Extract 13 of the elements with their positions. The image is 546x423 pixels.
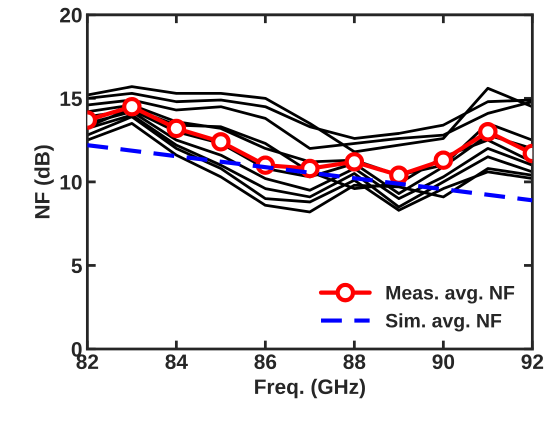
x-tick-label: 90 <box>432 354 454 370</box>
legend-label: Sim. avg. NF <box>386 313 502 332</box>
x-tick-label: 92 <box>521 354 544 370</box>
y-tick-label: 10 <box>60 174 82 190</box>
legend-label: Meas. avg. NF <box>386 286 514 304</box>
y-tick-label: 20 <box>60 8 82 23</box>
x-tick-label: 86 <box>254 354 276 370</box>
x-tick-label: 88 <box>343 354 366 370</box>
y-tick-label: 5 <box>72 258 82 274</box>
x-tick-label: 84 <box>165 354 188 370</box>
y-tick-label: 15 <box>60 92 82 106</box>
y-axis-title: NF (dB) <box>34 145 54 218</box>
x-axis-title: Freq. (GHz) <box>255 378 365 398</box>
